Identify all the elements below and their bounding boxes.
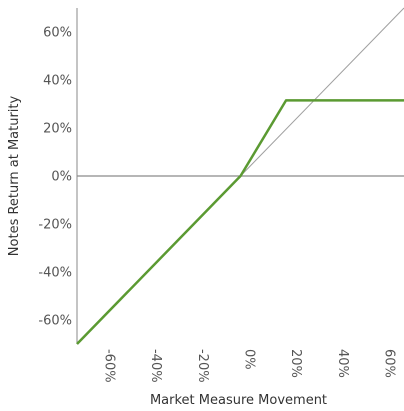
x-axis-ticks: -60% -40% -20% 0% 20% 40% 60% — [101, 349, 396, 383]
y-tick-label: -60% — [38, 314, 72, 329]
y-axis-title: Notes Return at Maturity — [7, 95, 22, 256]
x-tick-label: 60% — [382, 349, 397, 378]
y-tick-label: 60% — [43, 26, 72, 41]
x-tick-label: -20% — [195, 349, 210, 383]
y-tick-label: 20% — [43, 122, 72, 137]
x-tick-label: 0% — [242, 349, 257, 370]
x-axis-title: Market Measure Movement — [150, 393, 327, 408]
series-layer — [76, 7, 404, 345]
y-tick-label: 0% — [51, 170, 72, 185]
x-tick-label: -60% — [101, 349, 116, 383]
x-tick-label: -40% — [148, 349, 163, 383]
y-tick-label: -40% — [38, 266, 72, 281]
x-tick-label: 40% — [335, 349, 350, 378]
y-tick-label: -20% — [38, 218, 72, 233]
notes-return-line — [76, 99, 404, 345]
reference-diagonal-line — [240, 7, 404, 177]
y-tick-label: 40% — [43, 74, 72, 89]
y-axis-ticks: 60% 40% 20% 0% -20% -40% -60% — [38, 26, 72, 329]
x-tick-label: 20% — [288, 349, 303, 378]
